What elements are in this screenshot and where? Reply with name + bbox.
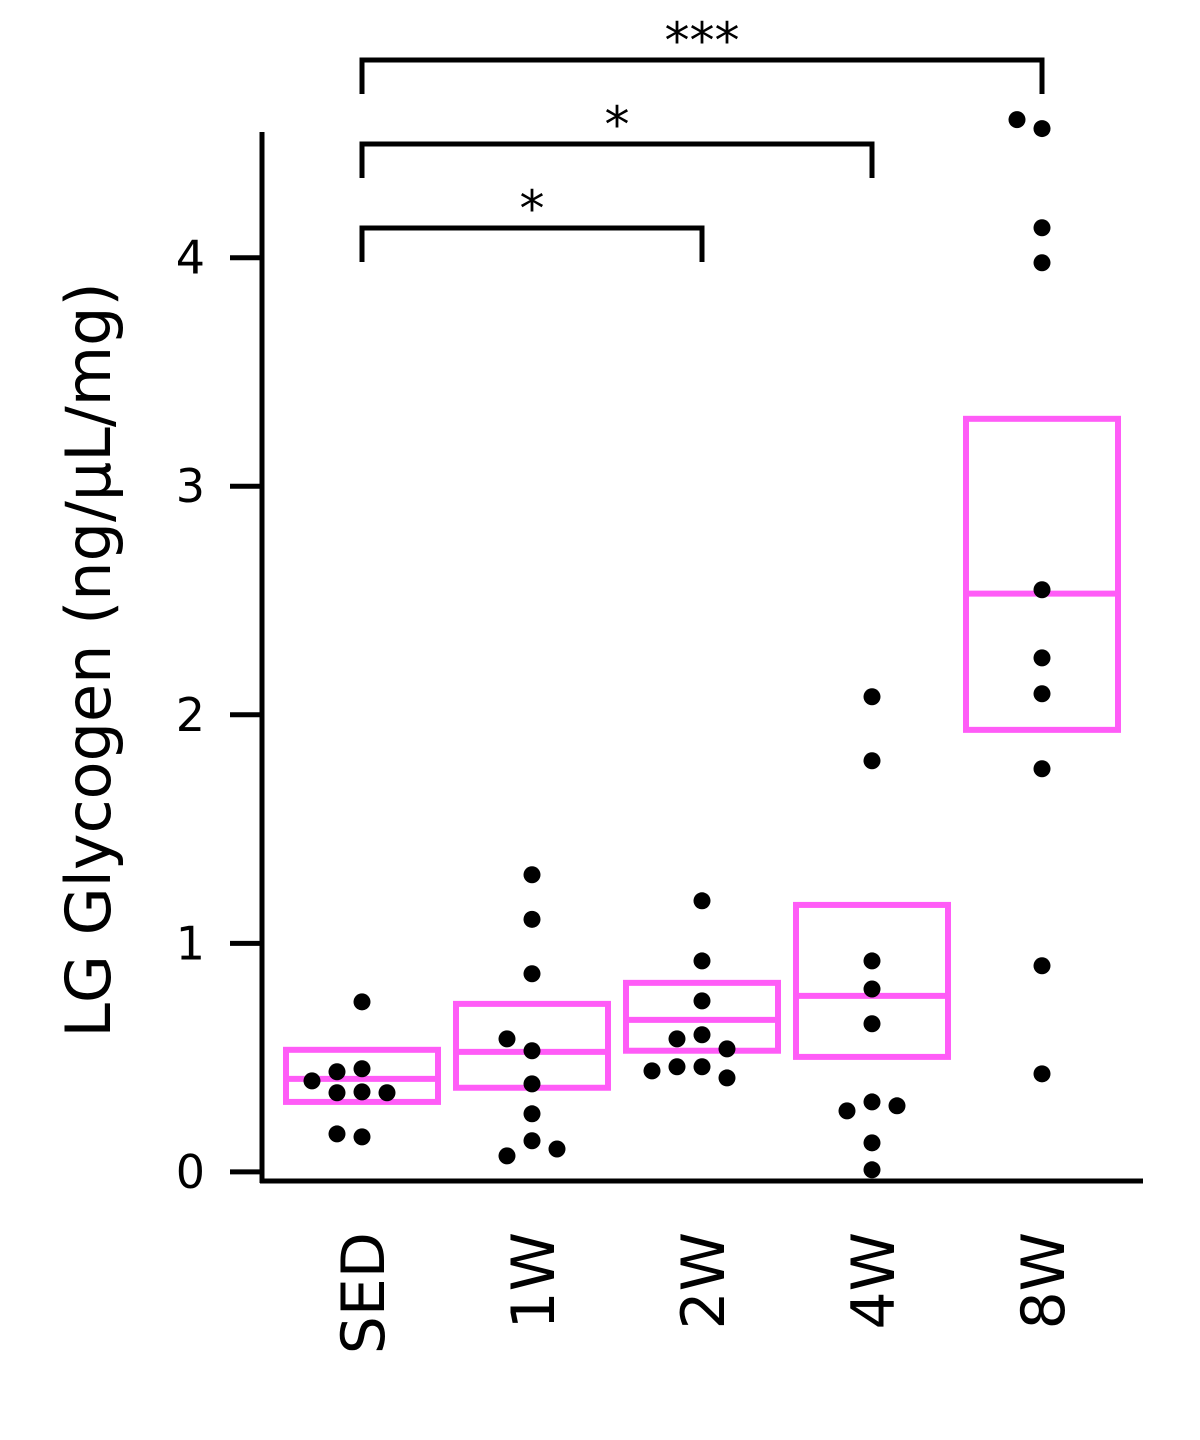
data-point: [498, 1147, 516, 1165]
data-point: [863, 1015, 881, 1033]
x-tick-label: 1W: [499, 1232, 569, 1330]
data-point: [693, 892, 711, 910]
data-point: [353, 1060, 371, 1078]
y-tick-label: 0: [176, 1145, 205, 1199]
data-point: [1033, 581, 1051, 599]
data-point: [693, 992, 711, 1010]
data-point: [1033, 760, 1051, 778]
data-point: [328, 1084, 346, 1102]
data-point: [863, 980, 881, 998]
data-point: [863, 952, 881, 970]
significance-bracket: [359, 225, 705, 262]
data-point: [1033, 649, 1051, 667]
data-point: [328, 1125, 346, 1143]
data-point: [718, 1069, 736, 1087]
y-axis-label: LG Glycogen (ng/µL/mg): [52, 282, 125, 1037]
significance-bracket: [359, 141, 875, 178]
data-point: [523, 1132, 541, 1150]
data-point: [718, 1040, 736, 1058]
data-point: [523, 965, 541, 983]
data-point: [328, 1063, 346, 1081]
data-point: [693, 1026, 711, 1044]
data-point: [498, 1030, 516, 1048]
significance-label: *: [605, 96, 630, 154]
data-point: [1033, 957, 1051, 975]
data-point: [1033, 120, 1051, 138]
x-tick-label: 8W: [1009, 1232, 1079, 1330]
y-tick-label: 4: [176, 231, 205, 285]
data-point: [888, 1097, 906, 1115]
data-point: [353, 1083, 371, 1101]
data-point: [863, 752, 881, 770]
data-point: [523, 910, 541, 928]
data-point: [863, 1134, 881, 1152]
significance-label: ***: [665, 12, 740, 70]
data-point: [523, 866, 541, 884]
y-tick-label: 2: [176, 688, 205, 742]
data-point: [523, 1105, 541, 1123]
data-point: [1008, 111, 1026, 129]
data-point: [1033, 254, 1051, 272]
data-point: [548, 1140, 566, 1158]
crossbar-box: [793, 901, 951, 1060]
x-tick-label: SED: [329, 1232, 399, 1354]
crossbar-box: [623, 979, 781, 1054]
significance-label: *: [520, 180, 545, 238]
data-point: [693, 952, 711, 970]
data-point: [1033, 685, 1051, 703]
significance-bracket: [359, 57, 1045, 94]
data-point: [303, 1072, 321, 1090]
data-point: [1033, 1065, 1051, 1083]
data-point: [668, 1030, 686, 1048]
data-point: [863, 688, 881, 706]
x-tick-label: 4W: [839, 1232, 909, 1330]
data-point: [643, 1062, 661, 1080]
data-point: [378, 1084, 396, 1102]
data-point: [863, 1093, 881, 1111]
data-point: [523, 1075, 541, 1093]
data-point: [353, 1128, 371, 1146]
data-point: [668, 1058, 686, 1076]
y-tick-label: 1: [176, 916, 205, 970]
data-point: [523, 1042, 541, 1060]
y-tick-label: 3: [176, 459, 205, 513]
data-point: [693, 1058, 711, 1076]
data-point: [863, 1161, 881, 1179]
x-tick-label: 2W: [669, 1232, 739, 1330]
data-point: [1033, 219, 1051, 237]
data-point: [838, 1102, 856, 1120]
crossbar-box: [963, 415, 1121, 733]
data-point: [353, 993, 371, 1011]
